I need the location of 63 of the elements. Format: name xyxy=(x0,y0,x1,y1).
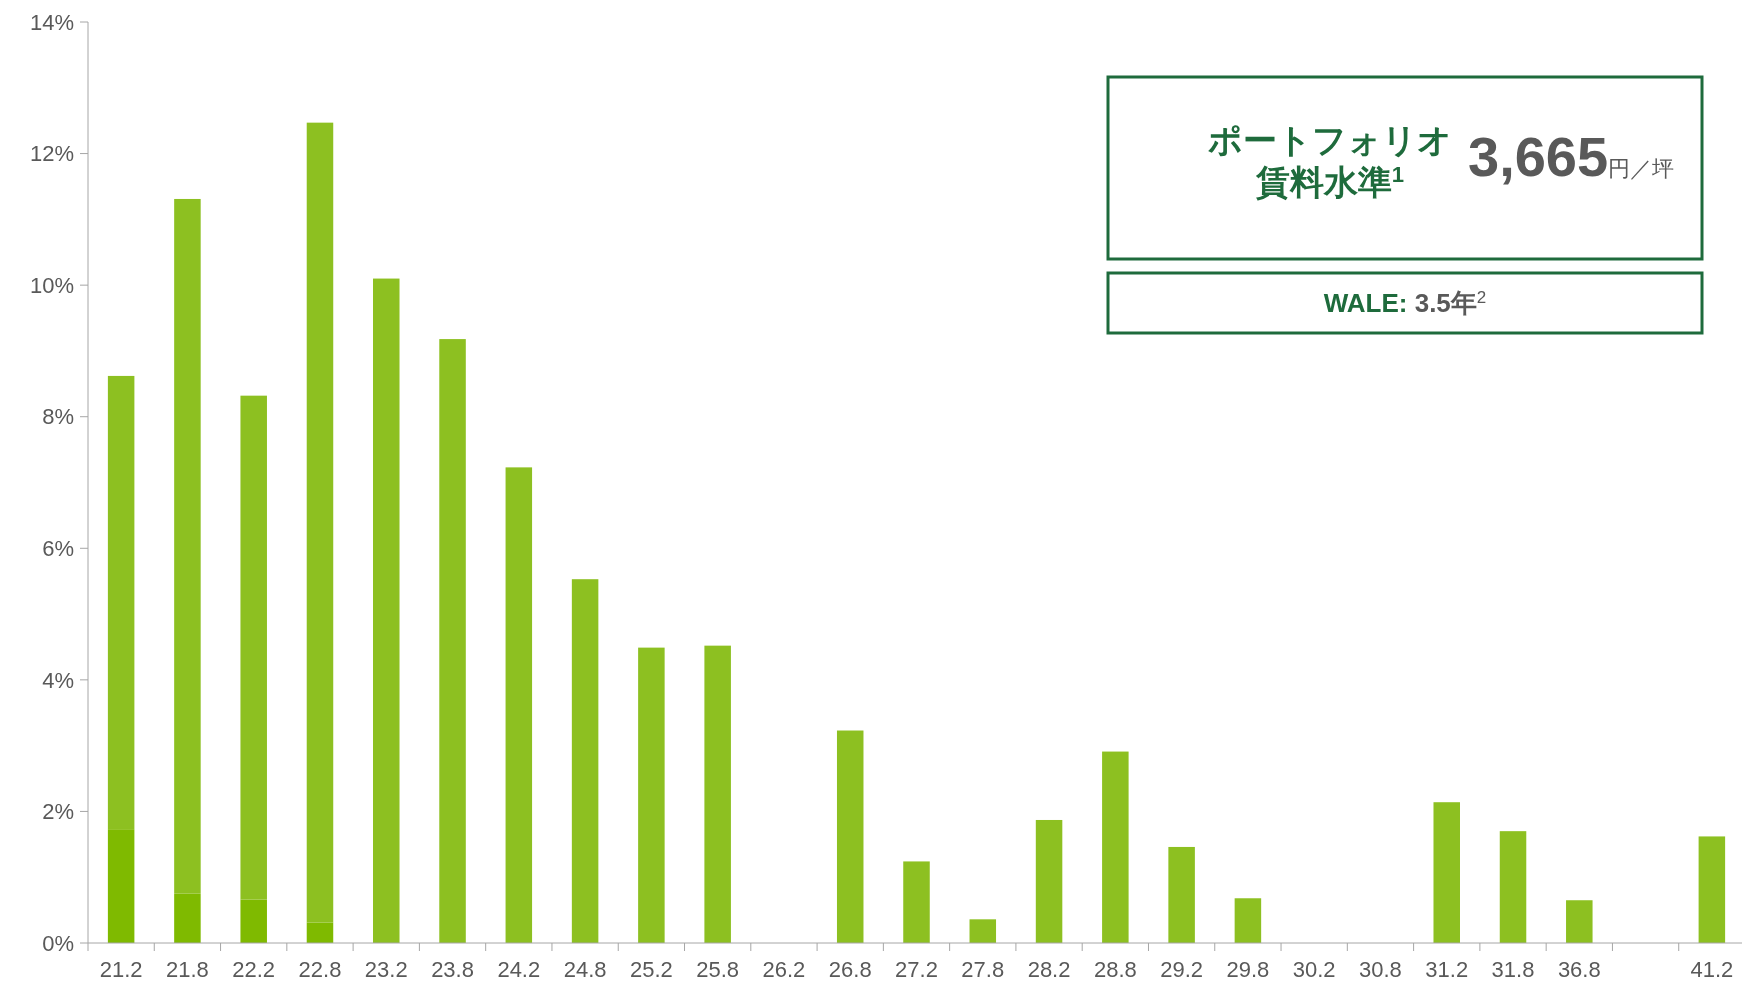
annotation: ポートフォリオ xyxy=(1208,121,1452,159)
bar xyxy=(107,829,135,943)
annotation: 賃料水準$^{1}$ xyxy=(1254,161,1405,201)
x-tick-label: 23.2 xyxy=(364,957,408,982)
y-tick-label: 8% xyxy=(42,404,74,430)
annotation: 円／坪 xyxy=(1608,156,1675,181)
bar xyxy=(704,645,731,943)
y-tick-label: 6% xyxy=(42,535,74,561)
bar xyxy=(1499,831,1527,943)
x-tick-label: 24.8 xyxy=(563,957,607,982)
bar xyxy=(836,730,864,943)
bar xyxy=(306,922,334,943)
x-tick-label: 23.8 xyxy=(431,957,474,982)
annotation: 3.5年$^{2}$ xyxy=(1414,287,1487,318)
bar xyxy=(571,579,599,943)
bar xyxy=(373,278,400,943)
x-tick-label: 30.8 xyxy=(1359,957,1402,982)
bar xyxy=(1698,836,1726,943)
x-tick-label: 21.2 xyxy=(99,957,143,982)
x-tick-label: 31.8 xyxy=(1491,957,1535,982)
x-tick-label: 30.2 xyxy=(1292,957,1336,982)
x-tick-label: 22.8 xyxy=(298,957,342,982)
x-tick-label: 31.2 xyxy=(1425,957,1469,982)
annotation: 3,665 xyxy=(1468,125,1609,188)
x-tick-label: 29.2 xyxy=(1160,957,1204,982)
x-tick-label: 24.2 xyxy=(497,957,541,982)
bar xyxy=(505,467,533,943)
x-tick-label: 22.2 xyxy=(232,957,276,982)
x-tick-label: 27.2 xyxy=(895,957,938,982)
bar xyxy=(107,375,135,830)
bar xyxy=(174,893,201,943)
bar xyxy=(1234,898,1262,943)
annotation: WALE: xyxy=(1323,288,1415,318)
bar xyxy=(439,339,466,943)
y-tick-label: 10% xyxy=(29,272,74,298)
x-tick-label: 26.2 xyxy=(762,957,806,982)
bar xyxy=(638,647,665,943)
x-tick-label: 27.8 xyxy=(961,957,1005,982)
x-tick-label: 36.8 xyxy=(1557,957,1601,982)
x-tick-label: 25.8 xyxy=(696,957,740,982)
x-tick-label: 29.8 xyxy=(1226,957,1270,982)
bar xyxy=(1566,900,1593,943)
y-tick-label: 4% xyxy=(42,667,74,693)
bar xyxy=(1433,802,1460,943)
x-tick-label: 41.2 xyxy=(1690,957,1734,982)
x-tick-label: 28.2 xyxy=(1027,957,1071,982)
bar xyxy=(1102,751,1129,943)
x-tick-label: 21.8 xyxy=(166,957,209,982)
bar xyxy=(240,899,267,943)
bar xyxy=(240,395,267,900)
y-tick-label: 12% xyxy=(29,141,74,167)
x-tick-label: 26.8 xyxy=(828,957,872,982)
x-tick-label: 25.2 xyxy=(629,957,673,982)
bar xyxy=(306,122,334,923)
y-tick-label: 0% xyxy=(42,930,74,956)
bar xyxy=(903,861,930,943)
y-tick-label: 14% xyxy=(29,9,74,35)
y-tick-label: 2% xyxy=(42,799,74,825)
bar xyxy=(1168,846,1195,943)
bar xyxy=(1035,819,1063,943)
x-tick-label: 28.8 xyxy=(1093,957,1137,982)
bar xyxy=(969,919,997,943)
bar xyxy=(174,198,201,894)
